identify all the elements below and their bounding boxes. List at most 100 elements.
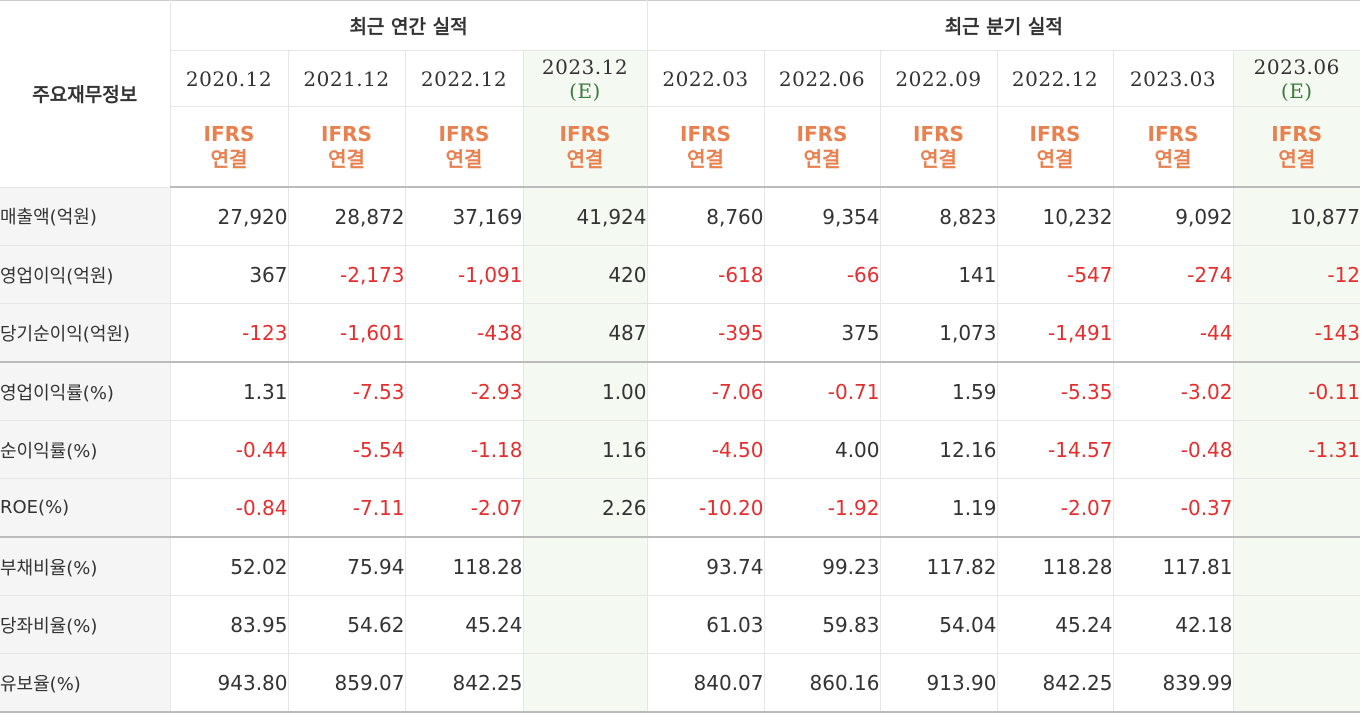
ifrs-line2: 연결 — [687, 146, 724, 171]
value-cell: 28,872 — [287, 186, 406, 246]
row-label: 순이익률(%) — [0, 420, 171, 479]
value-cell — [522, 653, 648, 713]
value-cell: 9,092 — [1112, 186, 1234, 246]
value-cell: -2.93 — [404, 361, 524, 421]
period-header: 2022.03 — [646, 50, 765, 107]
value-cell: 99.23 — [763, 536, 881, 596]
value-cell: 118.28 — [996, 536, 1114, 596]
ifrs-header: IFRS 연결 — [996, 106, 1114, 188]
value-cell: -12 — [1232, 245, 1361, 304]
value-cell: 54.62 — [287, 595, 406, 654]
ifrs-line2: 연결 — [1278, 146, 1316, 171]
value-cell: 913.90 — [879, 653, 998, 713]
value-cell: 420 — [522, 245, 648, 304]
ifrs-header: IFRS 연결 — [879, 106, 998, 188]
value-cell: 54.04 — [879, 595, 998, 654]
ifrs-line2: 연결 — [566, 146, 604, 171]
value-cell: 1.59 — [879, 361, 998, 421]
value-cell: 52.02 — [169, 536, 289, 596]
table-row: 순이익률(%) -0.44 -5.54 -1.18 1.16 -4.50 4.00 12.16… — [0, 420, 1361, 479]
table-row: ROE(%) -0.84 -7.11 -2.07 2.26 -10.20 -1.92 1.19… — [0, 478, 1361, 538]
value-cell: 1.31 — [169, 361, 289, 421]
corner-label: 주요재무정보 — [0, 0, 171, 188]
value-cell: 117.81 — [1112, 536, 1234, 596]
ifrs-line2: 연결 — [1154, 146, 1192, 171]
value-cell: 860.16 — [763, 653, 881, 713]
value-cell: 8,760 — [646, 186, 765, 246]
value-cell: -1.92 — [763, 478, 881, 538]
row-label: ROE(%) — [0, 478, 171, 538]
table-row: 부채비율(%) 52.02 75.94 118.28 93.74 99.23 117.82 1… — [0, 536, 1361, 596]
row-label: 유보율(%) — [0, 653, 171, 713]
value-cell: 1.16 — [522, 420, 648, 479]
period-header: 2023.12 (E) — [522, 50, 648, 107]
period-date: 2023.06 — [1253, 54, 1340, 79]
estimate-mark: (E) — [569, 78, 601, 103]
value-cell: -395 — [646, 303, 765, 363]
value-cell: -274 — [1112, 245, 1234, 304]
ifrs-line1: IFRS — [680, 121, 731, 146]
quarterly-group-header: 최근 분기 실적 — [646, 0, 1361, 51]
row-label: 당기순이익(억원) — [0, 303, 171, 363]
value-cell: 2.26 — [522, 478, 648, 538]
value-cell: -66 — [763, 245, 881, 304]
period-header: 2020.12 — [170, 50, 289, 107]
value-cell — [522, 595, 648, 654]
value-cell: 367 — [169, 245, 289, 304]
ifrs-line2: 연결 — [210, 146, 248, 171]
ifrs-header: IFRS 연결 — [1232, 106, 1361, 188]
value-cell: -5.35 — [996, 361, 1114, 421]
value-cell: 27,920 — [169, 186, 289, 246]
value-cell — [1232, 536, 1361, 596]
value-cell: 41,924 — [522, 186, 648, 246]
value-cell: 4.00 — [763, 420, 881, 479]
value-cell: -7.11 — [287, 478, 406, 538]
period-date: 2022.03 — [662, 66, 749, 91]
ifrs-line1: IFRS — [321, 121, 372, 146]
value-cell: -0.48 — [1112, 420, 1234, 479]
value-cell — [1232, 595, 1361, 654]
value-cell: 118.28 — [404, 536, 524, 596]
value-cell: -123 — [169, 303, 289, 363]
row-label: 매출액(억원) — [0, 186, 171, 246]
value-cell: -0.37 — [1112, 478, 1234, 538]
table-row: 영업이익(억원) 367 -2,173 -1,091 420 -618 -66 141 -547… — [0, 245, 1361, 304]
period-date: 2020.12 — [185, 66, 273, 91]
period-date: 2023.03 — [1129, 66, 1217, 91]
ifrs-line1: IFRS — [1271, 121, 1323, 146]
period-date: 2022.12 — [420, 66, 508, 91]
ifrs-header: IFRS 연결 — [287, 106, 406, 188]
value-cell: 141 — [879, 245, 998, 304]
row-label: 당좌비율(%) — [0, 595, 171, 654]
period-header: 2022.09 — [879, 50, 998, 107]
period-header-row: 2020.12 2021.12 2022.12 2023.12 (E) 2022.03 20… — [0, 50, 1361, 107]
value-cell: 1.00 — [522, 361, 648, 421]
value-cell: -618 — [646, 245, 765, 304]
value-cell: 8,823 — [879, 186, 998, 246]
ifrs-line1: IFRS — [438, 121, 490, 146]
ifrs-header: IFRS 연결 — [170, 106, 289, 188]
period-date: 2022.06 — [778, 66, 866, 91]
annual-group-header: 최근 연간 실적 — [169, 0, 648, 51]
value-cell: 37,169 — [404, 186, 524, 246]
ifrs-line2: 연결 — [445, 146, 483, 171]
value-cell: -7.53 — [287, 361, 406, 421]
value-cell: -2.07 — [996, 478, 1114, 538]
value-cell: 45.24 — [404, 595, 524, 654]
value-cell: 1,073 — [879, 303, 998, 363]
value-cell: -3.02 — [1112, 361, 1234, 421]
row-label: 영업이익(억원) — [0, 245, 171, 304]
value-cell: -0.44 — [169, 420, 289, 479]
value-cell: 10,232 — [996, 186, 1114, 246]
value-cell: -547 — [996, 245, 1114, 304]
value-cell: -1.31 — [1232, 420, 1361, 479]
period-date: 2022.12 — [1011, 66, 1099, 91]
value-cell: 859.07 — [287, 653, 406, 713]
group-header-row: 주요재무정보 최근 연간 실적 최근 분기 실적 — [0, 0, 1361, 188]
ifrs-line1: IFRS — [559, 121, 611, 146]
value-cell: 10,877 — [1232, 186, 1361, 246]
value-cell: 117.82 — [879, 536, 998, 596]
value-cell: 842.25 — [996, 653, 1114, 713]
table-row: 영업이익률(%) 1.31 -7.53 -2.93 1.00 -7.06 -0.71 1.59… — [0, 361, 1361, 421]
value-cell: -1,491 — [996, 303, 1114, 363]
